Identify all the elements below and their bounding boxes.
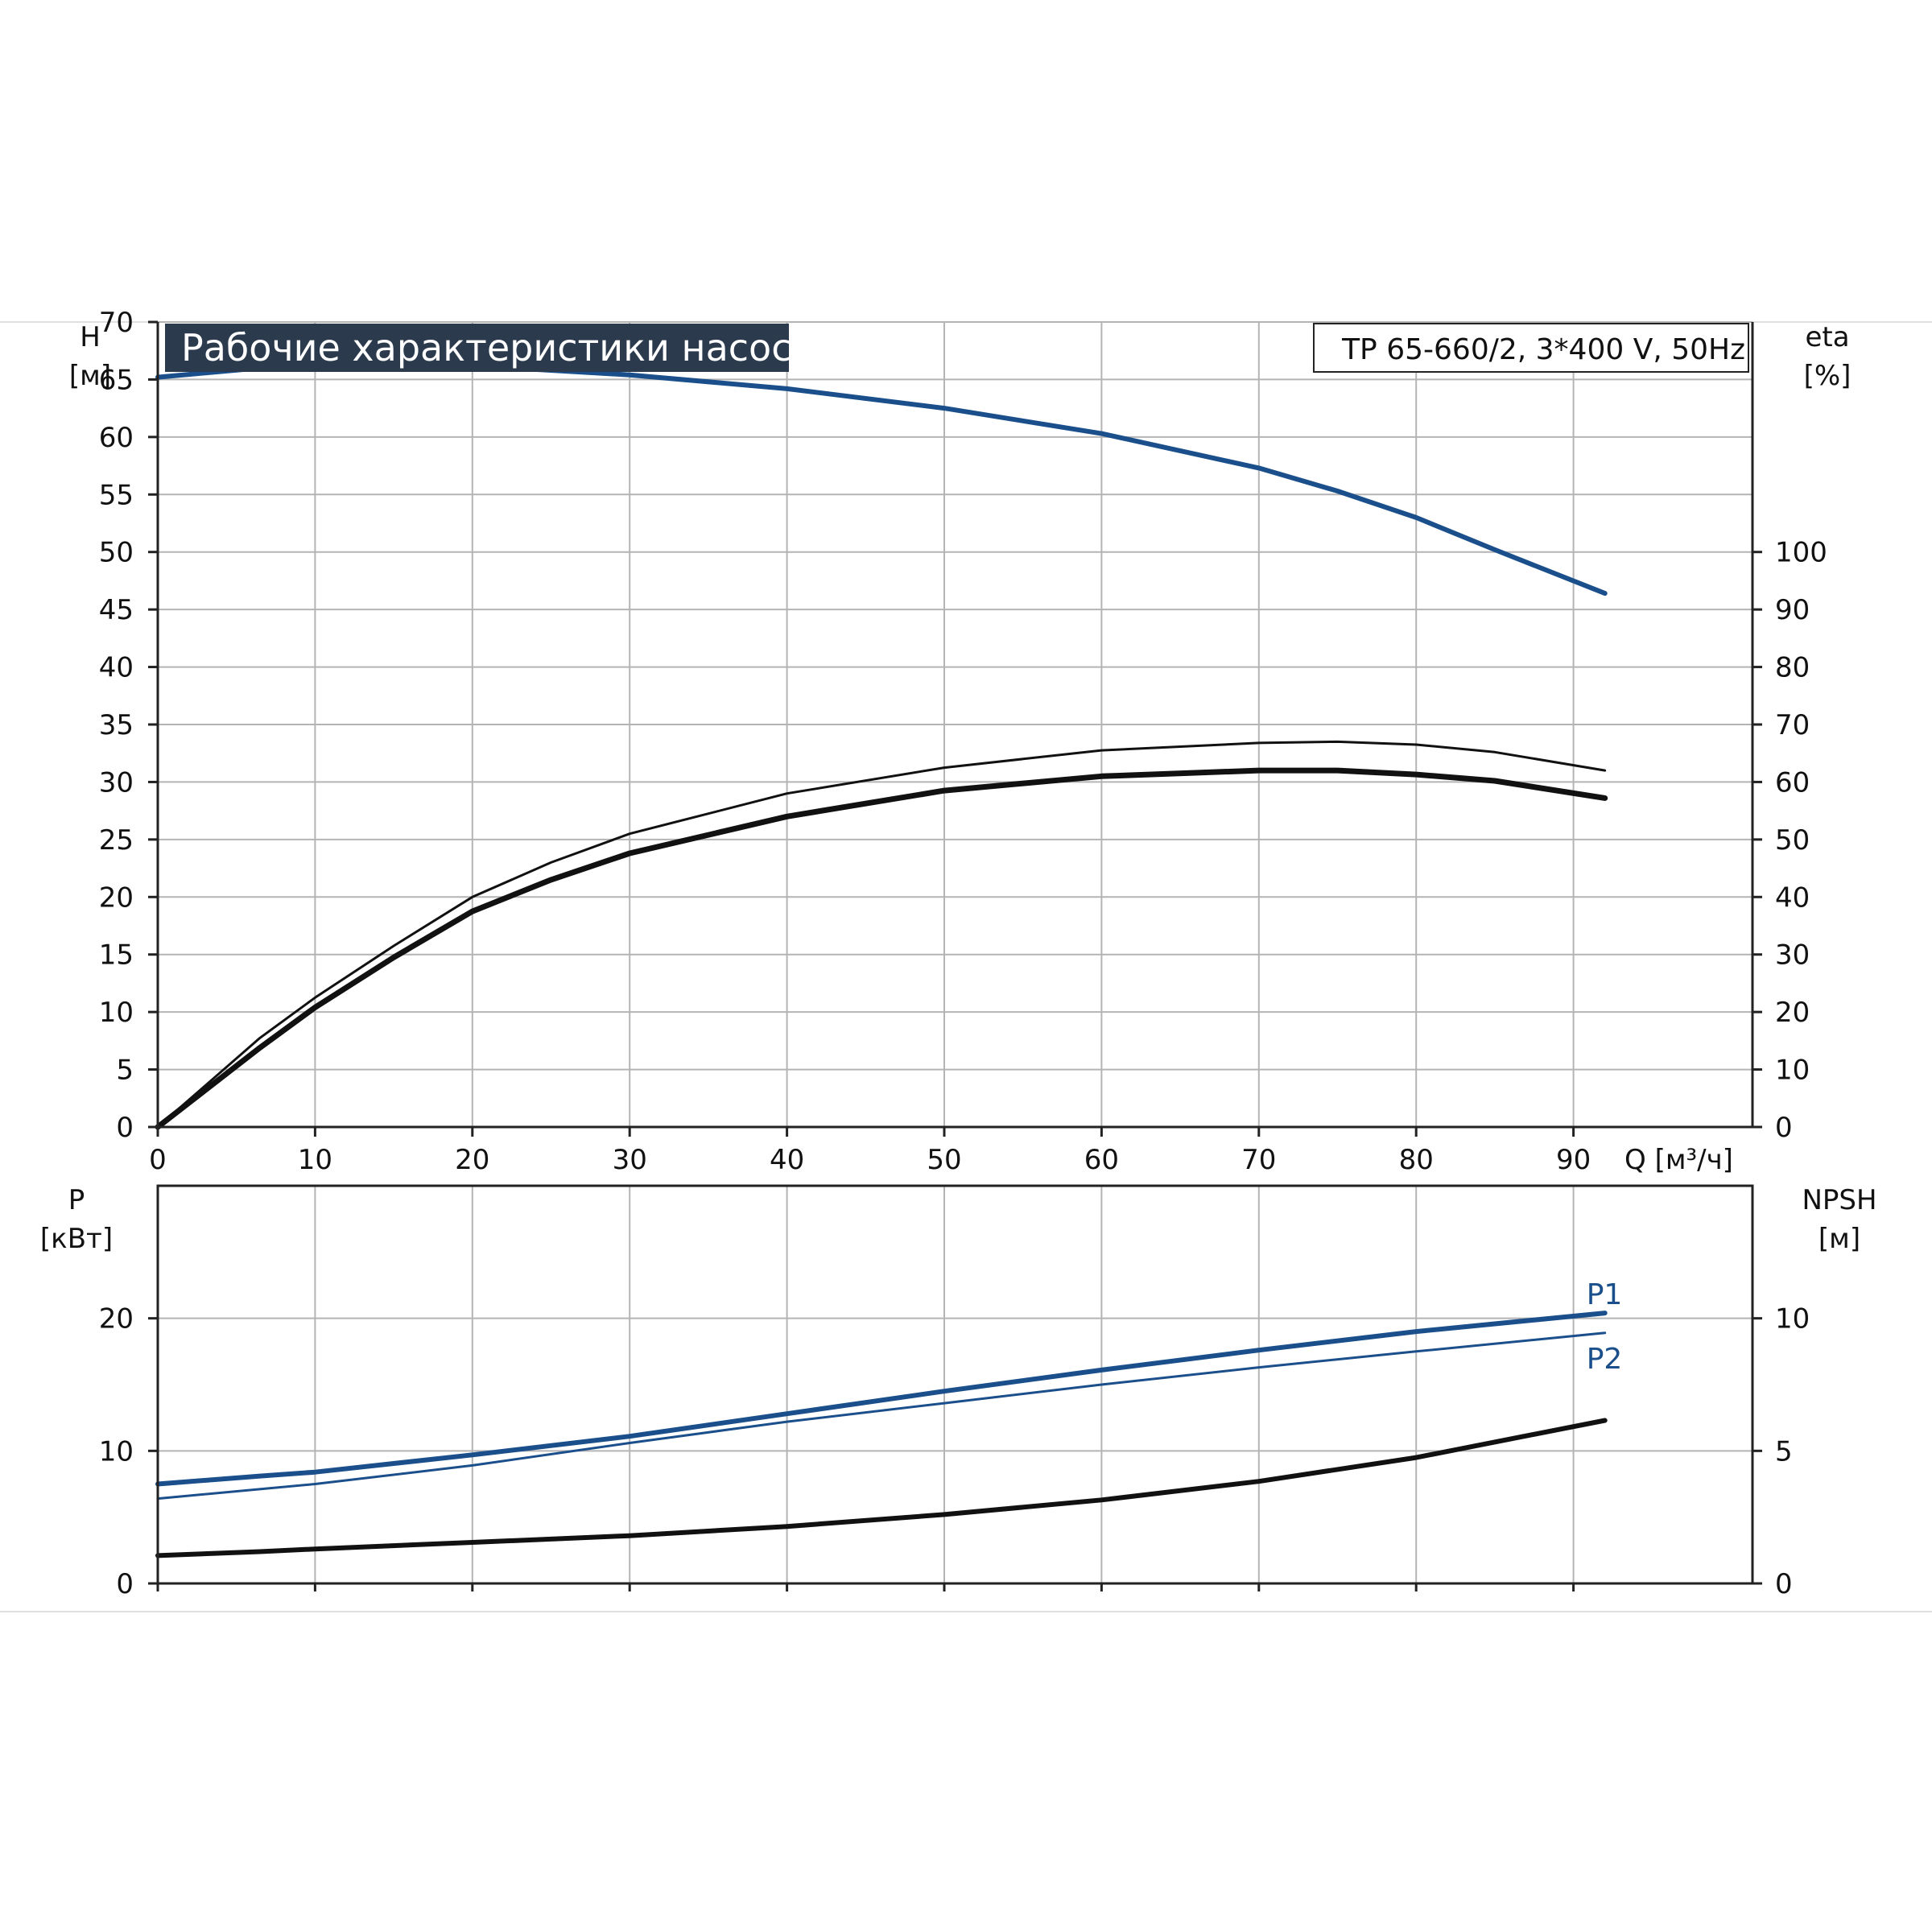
eta-axis-unit: [%] xyxy=(1804,360,1852,392)
series-label-p2: P2 xyxy=(1587,1343,1623,1376)
top-y-tick-label: 20 xyxy=(99,881,134,914)
h-axis-title: H xyxy=(80,321,101,353)
top-series-line-0 xyxy=(155,361,1608,597)
top-y-tick-label: 5 xyxy=(116,1055,134,1087)
chart-title: Рабочие характеристики насоса xyxy=(181,326,815,369)
top-y-tick-label: 40 xyxy=(99,652,134,684)
top-x-tick-label: 50 xyxy=(927,1144,961,1176)
title-box xyxy=(165,324,789,372)
bottom-ticks: 0 10 20 0 5 10 xyxy=(99,1303,1810,1600)
top-y-tick-label: 70 xyxy=(99,307,134,339)
top-y2-tick-label: 90 xyxy=(1775,594,1810,626)
top-y-tick-label: 35 xyxy=(99,709,134,741)
bottom-y2-tick-label: 0 xyxy=(1775,1568,1793,1600)
top-x-tick-label: 20 xyxy=(455,1144,489,1176)
npsh-axis-unit: [м] xyxy=(1818,1223,1860,1255)
model-box xyxy=(1313,323,1749,373)
top-y-tick-label: 55 xyxy=(99,479,134,511)
top-y-tick-label: 25 xyxy=(99,824,134,857)
bottom-y2-tick-label: 10 xyxy=(1775,1303,1810,1335)
top-grid xyxy=(158,321,1752,1128)
bottom-y-tick-label: 10 xyxy=(99,1435,134,1468)
top-x-tick-label: 10 xyxy=(298,1144,332,1176)
bottom-series-line-0 xyxy=(155,1311,1608,1487)
top-x-tick-label: 70 xyxy=(1241,1144,1276,1176)
top-y-tick-label: 50 xyxy=(99,537,134,569)
top-x-tick-label: 80 xyxy=(1399,1144,1434,1176)
top-y2-tick-label: 0 xyxy=(1775,1112,1793,1144)
bottom-axes xyxy=(156,1184,1754,1585)
bottom-series-line-1 xyxy=(156,1331,1607,1501)
q-axis-title: Q [м³/ч] xyxy=(1624,1144,1733,1176)
npsh-axis-title: NPSH xyxy=(1802,1184,1876,1216)
model-label: TP 65-660/2, 3*400 V, 50Hz xyxy=(1341,333,1745,366)
series-label-p1: P1 xyxy=(1587,1278,1623,1311)
top-y2-tick-label: 50 xyxy=(1775,824,1810,857)
top-y-tick-label: 30 xyxy=(99,766,134,799)
top-x-tick-label: 30 xyxy=(613,1144,647,1176)
top-series-line-2 xyxy=(155,767,1608,1130)
top-y-tick-label: 10 xyxy=(99,997,134,1029)
top-y-tick-label: 45 xyxy=(99,594,134,626)
top-y2-tick-label: 60 xyxy=(1775,766,1810,799)
bottom-chart: 0 10 20 0 5 10 P [кВт] NPSH [м] P1 P2 xyxy=(40,1184,1877,1600)
eta-axis-title: eta xyxy=(1805,321,1849,353)
top-y2-tick-label: 100 xyxy=(1775,537,1827,569)
bottom-y2-tick-label: 5 xyxy=(1775,1435,1793,1468)
bottom-y-tick-label: 0 xyxy=(116,1568,134,1600)
top-x-tick-label: 40 xyxy=(770,1144,804,1176)
top-x-tick-label: 0 xyxy=(149,1144,167,1176)
bottom-plot-frame xyxy=(156,1184,1754,1585)
top-series-line-1 xyxy=(156,740,1607,1129)
h-axis-unit: [м] xyxy=(69,360,111,392)
top-y-tick-label: 0 xyxy=(116,1112,134,1144)
top-x-tick-label: 90 xyxy=(1556,1144,1591,1176)
p-axis-title: P xyxy=(68,1184,85,1216)
top-y2-tick-label: 70 xyxy=(1775,709,1810,741)
top-x-tick-label: 60 xyxy=(1084,1144,1119,1176)
top-y2-tick-label: 10 xyxy=(1775,1055,1810,1087)
top-y-tick-label: 65 xyxy=(99,364,134,396)
top-y2-tick-label: 40 xyxy=(1775,881,1810,914)
bottom-series xyxy=(155,1311,1608,1558)
top-y2-tick-label: 20 xyxy=(1775,997,1810,1029)
top-y2-tick-label: 30 xyxy=(1775,939,1810,972)
top-y-tick-label: 60 xyxy=(99,422,134,454)
top-y-tick-label: 15 xyxy=(99,939,134,972)
bottom-series-line-2 xyxy=(155,1418,1608,1558)
p-axis-unit: [кВт] xyxy=(40,1223,113,1255)
top-ticks: 0 10 20 30 40 50 60 70 80 90 0 5 10 15 20 25 30 35 40 45 50 5… xyxy=(99,307,1827,1176)
top-chart: 0 10 20 30 40 50 60 70 80 90 0 5 10 15 20 25 30 35 40 45 50 5… xyxy=(69,307,1852,1176)
top-y2-tick-label: 80 xyxy=(1775,652,1810,684)
bottom-grid xyxy=(158,1186,1752,1584)
bottom-y-tick-label: 20 xyxy=(99,1303,134,1335)
